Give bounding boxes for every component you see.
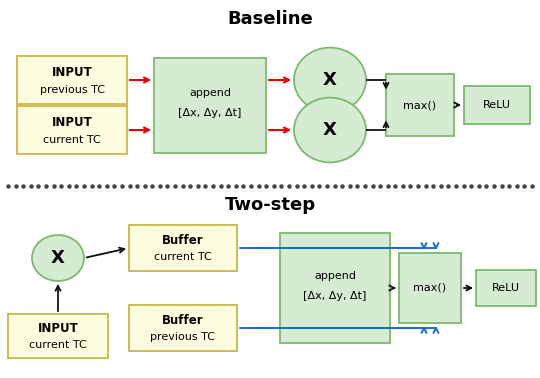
- Ellipse shape: [294, 48, 366, 112]
- Text: X: X: [323, 71, 337, 89]
- Text: current TC: current TC: [29, 340, 87, 350]
- Text: ReLU: ReLU: [492, 283, 520, 293]
- FancyBboxPatch shape: [17, 56, 127, 104]
- Text: previous TC: previous TC: [39, 85, 105, 95]
- Text: INPUT: INPUT: [52, 65, 92, 79]
- Text: Baseline: Baseline: [227, 10, 313, 28]
- Text: [Δx, Δy, Δt]: [Δx, Δy, Δt]: [178, 108, 242, 118]
- FancyBboxPatch shape: [17, 106, 127, 154]
- Ellipse shape: [32, 235, 84, 281]
- Text: current TC: current TC: [154, 252, 212, 262]
- Text: previous TC: previous TC: [151, 332, 215, 342]
- Text: append: append: [314, 271, 356, 281]
- Text: INPUT: INPUT: [52, 116, 92, 129]
- FancyBboxPatch shape: [8, 314, 108, 358]
- FancyBboxPatch shape: [154, 57, 266, 152]
- Text: append: append: [189, 88, 231, 98]
- Text: INPUT: INPUT: [38, 322, 78, 335]
- Text: current TC: current TC: [43, 135, 101, 145]
- Ellipse shape: [294, 98, 366, 163]
- Text: Two-step: Two-step: [225, 196, 315, 214]
- FancyBboxPatch shape: [129, 225, 237, 271]
- Text: Buffer: Buffer: [162, 313, 204, 327]
- Text: X: X: [51, 249, 65, 267]
- Text: [Δx, Δy, Δt]: [Δx, Δy, Δt]: [303, 291, 367, 301]
- FancyBboxPatch shape: [386, 74, 454, 136]
- Text: max(): max(): [403, 100, 436, 110]
- Text: Buffer: Buffer: [162, 234, 204, 246]
- Text: X: X: [323, 121, 337, 139]
- FancyBboxPatch shape: [464, 86, 530, 124]
- Text: ReLU: ReLU: [483, 100, 511, 110]
- FancyBboxPatch shape: [399, 253, 461, 323]
- FancyBboxPatch shape: [280, 233, 390, 343]
- Text: max(): max(): [414, 283, 447, 293]
- FancyBboxPatch shape: [476, 270, 536, 306]
- FancyBboxPatch shape: [129, 305, 237, 351]
